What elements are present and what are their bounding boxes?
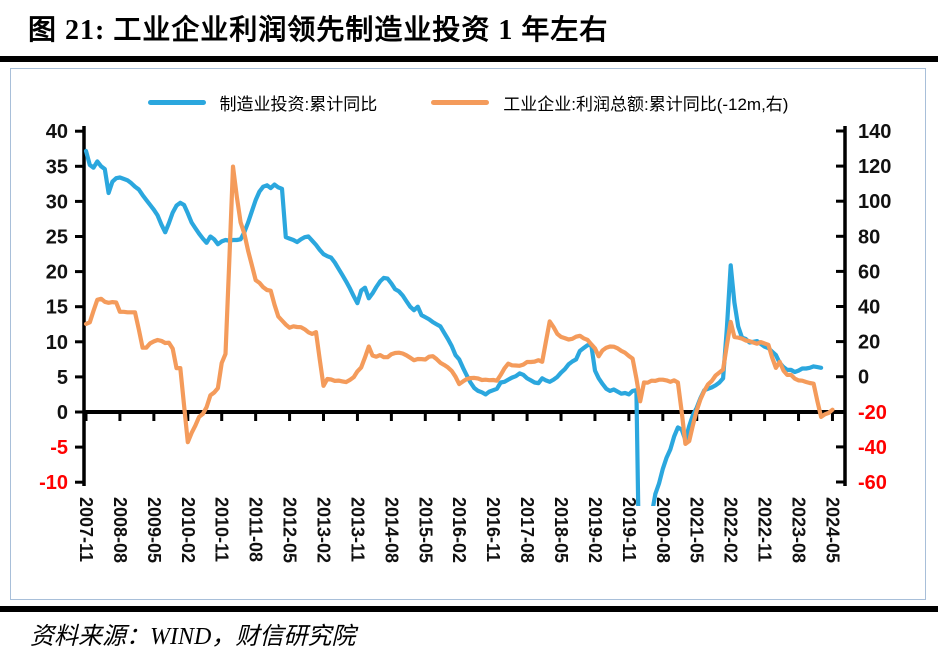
title-rule [0, 56, 938, 62]
x-axis-tick-label: 2017-08 [517, 497, 537, 563]
right-axis-tick-label: 20 [858, 332, 880, 354]
x-axis-tick-label: 2019-11 [619, 497, 639, 562]
x-axis-tick-label: 2023-08 [789, 497, 809, 563]
page-title: 图 21: 工业企业利润领先制造业投资 1 年左右 [28, 15, 609, 46]
right-axis-tick-label: 0 [858, 367, 869, 389]
right-axis-tick-label: -60 [858, 472, 887, 494]
left-axis-tick-label: 0 [57, 402, 68, 424]
x-axis-tick-label: 2021-05 [687, 497, 707, 563]
left-axis-tick-label: 30 [46, 191, 68, 213]
x-axis-tick-label: 2014-08 [381, 497, 401, 563]
chart-canvas: 40 35 30 25 20 15 10 5 0 -5 -10 140 120 100 80 60 40 20 0 -… [39, 121, 891, 563]
chart-legend: 制造业投资:累计同比 工业企业:利润总额:累计同比(-12m,右) [10, 90, 926, 115]
x-axis-tick-label: 2016-02 [449, 497, 469, 563]
series-industrial-profit-line [83, 164, 835, 446]
left-axis-tick-label: 5 [57, 367, 68, 389]
right-axis-tick-label: 40 [858, 297, 880, 319]
chart-frame [10, 68, 926, 600]
left-axis-tick-label: 40 [46, 121, 68, 143]
x-axis-tick-label: 2012-05 [280, 497, 300, 563]
legend-label: 制造业投资:累计同比 [219, 95, 378, 114]
x-axis-tick-label: 2008-08 [110, 497, 130, 563]
x-axis-tick-label: 2015-05 [415, 497, 435, 563]
left-axis-tick-label: 20 [46, 262, 68, 284]
right-axis-tick-label: -20 [858, 402, 887, 424]
right-axis-tick-label: 140 [858, 121, 891, 143]
left-axis-tick-label: 10 [46, 332, 68, 354]
x-axis-tick-label: 2013-02 [314, 497, 334, 563]
x-axis-tick-label: 2024-05 [822, 497, 842, 563]
legend-label: 工业企业:利润总额:累计同比(-12m,右) [503, 95, 789, 114]
x-axis-tick-label: 2016-11 [483, 497, 503, 562]
x-axis-tick-label: 2010-11 [212, 497, 232, 562]
x-axis-tick-label: 2022-11 [755, 497, 775, 562]
x-axis-tick-label: 2009-05 [144, 497, 164, 563]
right-axis-tick-label: -40 [858, 437, 887, 459]
legend-line-swatch-orange [431, 100, 490, 105]
legend-item-industrial-profit: 工业企业:利润总额:累计同比(-12m,右) [431, 90, 788, 115]
footer-rule [0, 606, 938, 612]
left-axis-tick-label: 15 [46, 297, 68, 319]
right-axis-tick-label: 80 [858, 226, 880, 248]
left-axis-tick-label: 35 [46, 156, 68, 178]
x-axis-tick-label: 2018-05 [551, 497, 571, 563]
source-note: 资料来源：WIND，财信研究院 [30, 624, 356, 650]
x-axis-tick-label: 2007-11 [76, 497, 96, 562]
legend-line-swatch-blue [147, 100, 206, 105]
right-axis-tick-label: 60 [858, 261, 880, 283]
x-axis-tick-label: 2022-02 [721, 497, 741, 563]
x-axis-tick-label: 2020-08 [653, 497, 673, 563]
x-axis-tick-label: 2013-11 [347, 497, 367, 562]
x-axis-tick-label: 2010-02 [178, 497, 198, 563]
x-axis-tick-label: 2011-08 [246, 497, 266, 562]
right-axis-tick-label: 120 [858, 156, 891, 178]
left-axis-tick-label: 25 [46, 227, 68, 249]
left-axis-tick-label: -10 [39, 472, 68, 494]
legend-item-manufacturing-investment: 制造业投资:累计同比 [147, 90, 378, 115]
right-axis-tick-label: 100 [858, 191, 891, 213]
x-axis-tick-label: 2019-02 [585, 497, 605, 563]
left-axis-tick-label: -5 [50, 437, 68, 459]
